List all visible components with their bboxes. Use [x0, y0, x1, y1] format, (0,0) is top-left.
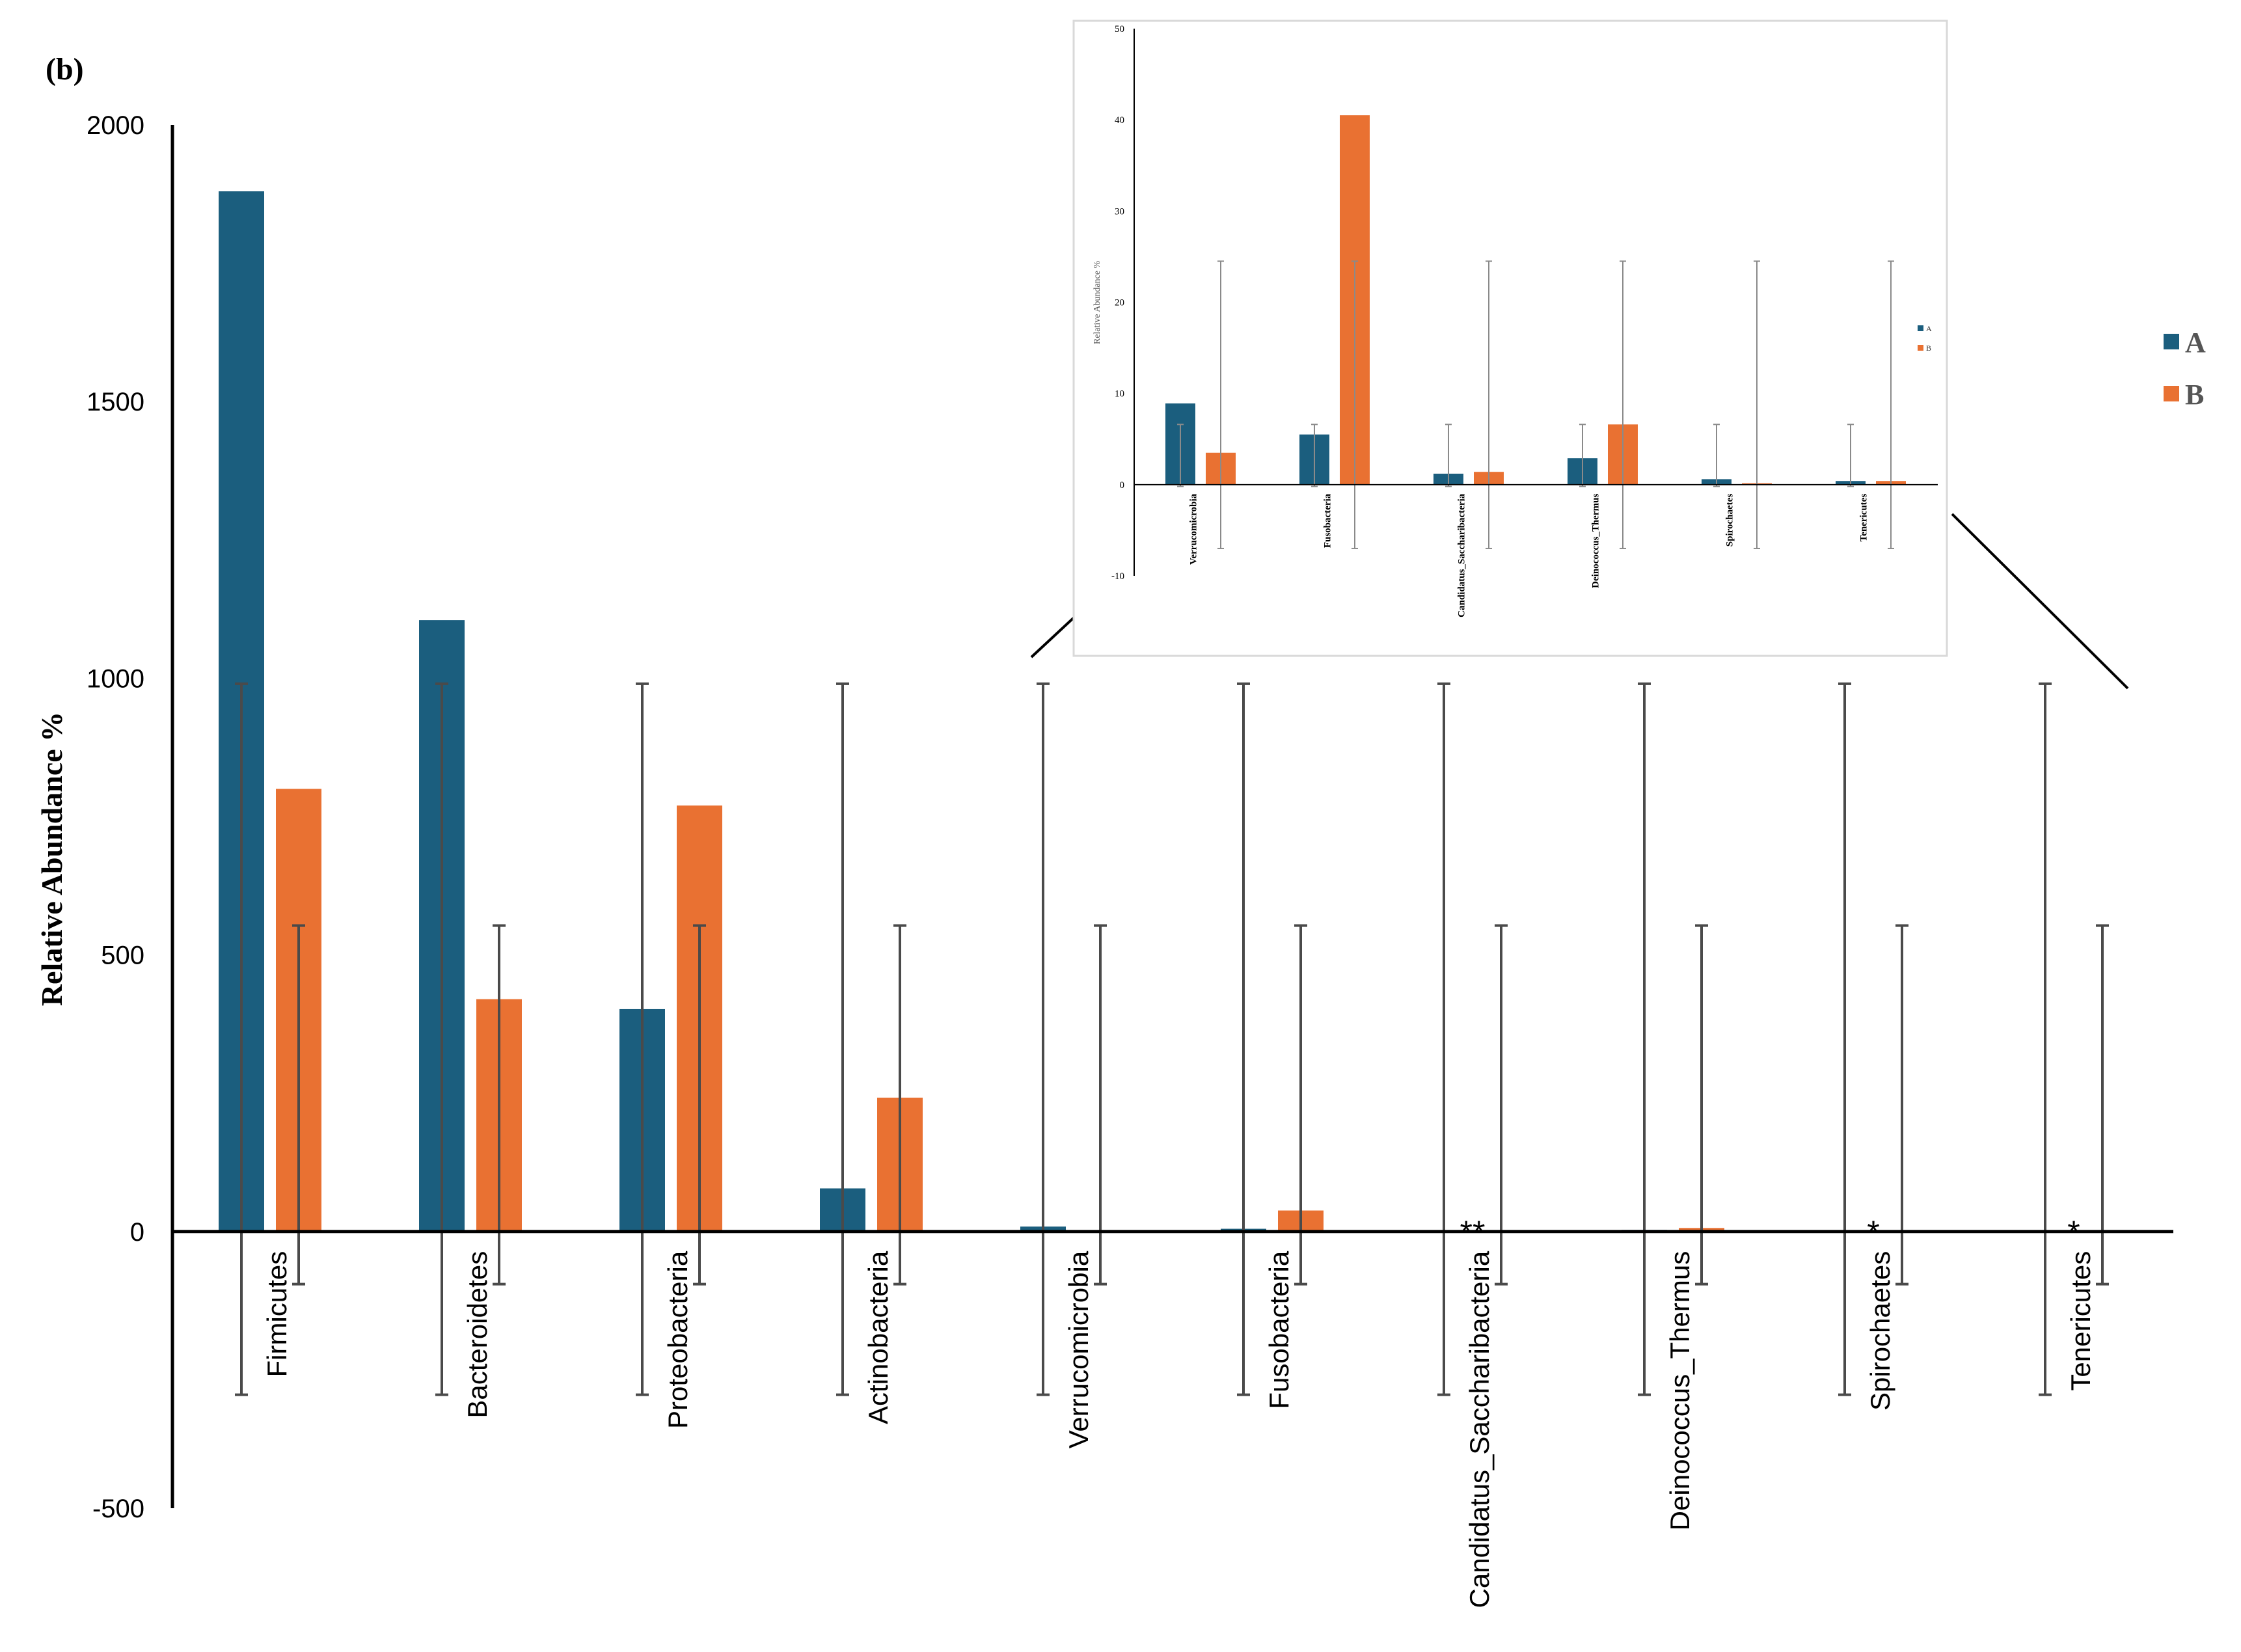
main-x-axis-labels: Firmicutes Bacteroidetes Proteobacteria Act…	[262, 1251, 2096, 1608]
inset-legend-label-B: B	[1926, 344, 1931, 353]
main-y-tick-label: 1000	[87, 664, 144, 693]
inset-x-tick-label-Verrucomicrobia: Verrucomicrobia	[1188, 493, 1199, 565]
main-y-tick-label: 2000	[87, 111, 144, 140]
inset-y-axis: 50 40 30 20 10 0 -10	[1111, 24, 1124, 582]
inset-legend-swatch-B	[1918, 345, 1923, 351]
inset-legend: AB	[1918, 324, 1932, 353]
main-y-tick-label: 500	[101, 941, 144, 970]
main-y-tick-label: 0	[130, 1218, 144, 1247]
inset-error-bars	[1177, 260, 1894, 549]
inset-y-tick-label: 10	[1115, 389, 1124, 399]
legend-swatch-B	[2164, 386, 2179, 401]
inset-y-tick-label: -10	[1111, 571, 1124, 582]
inset-y-tick-label: 50	[1115, 24, 1124, 34]
inset-x-tick-label-Spirochaetes: Spirochaetes	[1724, 494, 1735, 547]
inset-x-tick-label-Candidatus_Saccharibacteria: Candidatus_Saccharibacteria	[1456, 493, 1467, 617]
x-tick-label-Verrucomicrobia: Verrucomicrobia	[1063, 1251, 1094, 1448]
x-tick-label-Fusobacteria: Fusobacteria	[1264, 1251, 1294, 1409]
x-tick-label-Bacteroidetes: Bacteroidetes	[462, 1251, 493, 1418]
main-axes	[170, 125, 2173, 1508]
x-tick-label-Tenericutes: Tenericutes	[2065, 1251, 2096, 1391]
inset-y-tick-label: 0	[1120, 480, 1125, 491]
significance-marker: *	[1867, 1214, 1879, 1251]
inset-legend-swatch-A	[1918, 325, 1923, 331]
inset-chart: 50 40 30 20 10 0 -10 Verrucomicrobia Fusobacter…	[1072, 20, 1948, 657]
inset-legend-label-A: A	[1926, 324, 1932, 333]
inset-axes	[1134, 29, 1938, 576]
inset-connector-left	[1030, 612, 1080, 658]
main-y-tick-label: 1500	[87, 388, 144, 416]
inset-x-tick-label-Tenericutes: Tenericutes	[1858, 494, 1869, 542]
inset-y-axis-title: Relative Abundance %	[1093, 261, 1102, 345]
inset-frame	[1072, 20, 1948, 657]
x-tick-label-Deinococcus_Thermus: Deinococcus_Thermus	[1664, 1251, 1695, 1531]
significance-marker: *	[2067, 1214, 2080, 1251]
inset-x-axis-labels: Verrucomicrobia Fusobacteria Candidatus_Sa…	[1188, 493, 1869, 617]
inset-connector-right	[1951, 513, 2129, 690]
inset-x-tick-label-Fusobacteria: Fusobacteria	[1322, 493, 1333, 548]
legend-label-A: A	[2185, 327, 2206, 359]
inset-x-tick-label-Deinococcus_Thermus: Deinococcus_Thermus	[1590, 494, 1601, 588]
panel-label: (b)	[46, 52, 84, 87]
main-legend: AB	[2164, 327, 2206, 411]
legend-label-B: B	[2185, 379, 2204, 411]
x-tick-label-Proteobacteria: Proteobacteria	[662, 1251, 693, 1429]
main-y-axis: 2000 1500 1000 500 0 -500	[87, 111, 144, 1523]
significance-marker: **	[1460, 1214, 1486, 1251]
main-y-tick-label: -500	[92, 1495, 144, 1523]
x-tick-label-Candidatus_Saccharibacteria: Candidatus_Saccharibacteria	[1464, 1251, 1495, 1608]
main-significance-annotations: ** * *	[1460, 1214, 2080, 1251]
inset-y-tick-label: 20	[1115, 298, 1124, 308]
main-error-bars	[235, 682, 2109, 1396]
main-y-axis-title: Relative Abundance %	[35, 712, 68, 1006]
x-tick-label-Firmicutes: Firmicutes	[262, 1251, 292, 1377]
x-tick-label-Actinobacteria: Actinobacteria	[863, 1251, 893, 1424]
inset-y-tick-label: 40	[1115, 115, 1124, 126]
x-tick-label-Spirochaetes: Spirochaetes	[1865, 1251, 1895, 1411]
inset-y-tick-label: 30	[1115, 206, 1124, 217]
legend-swatch-A	[2164, 334, 2179, 349]
